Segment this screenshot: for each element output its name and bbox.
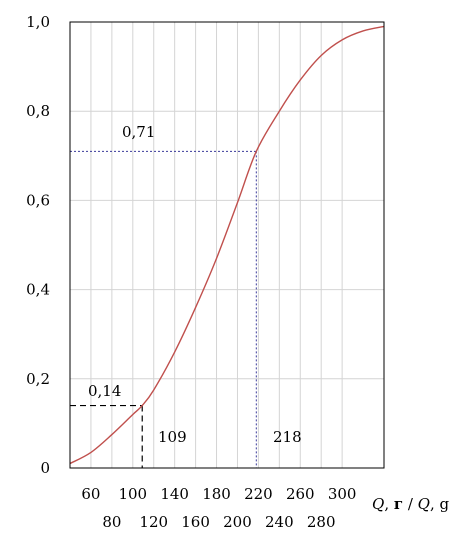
series-line-0	[69, 25, 385, 465]
x-tick-label: 160	[181, 513, 210, 531]
grid-lines	[70, 22, 384, 468]
y-tick-label: 0	[40, 459, 50, 477]
x-axis-label: Q, г / Q, g	[372, 495, 450, 513]
x-tick-label: 300	[328, 485, 357, 503]
annotation-label-0-71: 0,71	[122, 123, 155, 141]
y-tick-label: 1,0	[26, 13, 50, 31]
annotation-label-109: 109	[158, 428, 187, 446]
x-tick-label: 80	[102, 513, 121, 531]
annotation-label-218: 218	[273, 428, 302, 446]
x-tick-label: 220	[244, 485, 273, 503]
x-tick-label: 260	[286, 485, 315, 503]
y-tick-label: 0,8	[26, 102, 50, 120]
guide-lines	[70, 150, 257, 468]
y-tick-label: 0,2	[26, 370, 50, 388]
y-tick-labels: 0 0,2 0,4 0,6 0,8 1,0	[26, 13, 50, 477]
x-tick-label: 180	[202, 485, 231, 503]
y-tick-label: 0,6	[26, 191, 50, 209]
x-tick-label: 120	[139, 513, 168, 531]
x-tick-label: 60	[81, 485, 100, 503]
annotation-label-0-14: 0,14	[88, 382, 121, 400]
plot-background	[70, 22, 384, 468]
x-tick-label: 280	[307, 513, 336, 531]
series-layer	[69, 25, 385, 465]
x-tick-label: 140	[160, 485, 189, 503]
x-tick-label: 200	[223, 513, 252, 531]
y-tick-label: 0,4	[26, 281, 50, 299]
x-tick-label: 240	[265, 513, 294, 531]
x-tick-label: 100	[118, 485, 147, 503]
plot-frame	[69, 21, 385, 469]
x-tick-labels: 60 100 140 180 220 260 300 80 120 160 200 240 280	[81, 485, 356, 531]
